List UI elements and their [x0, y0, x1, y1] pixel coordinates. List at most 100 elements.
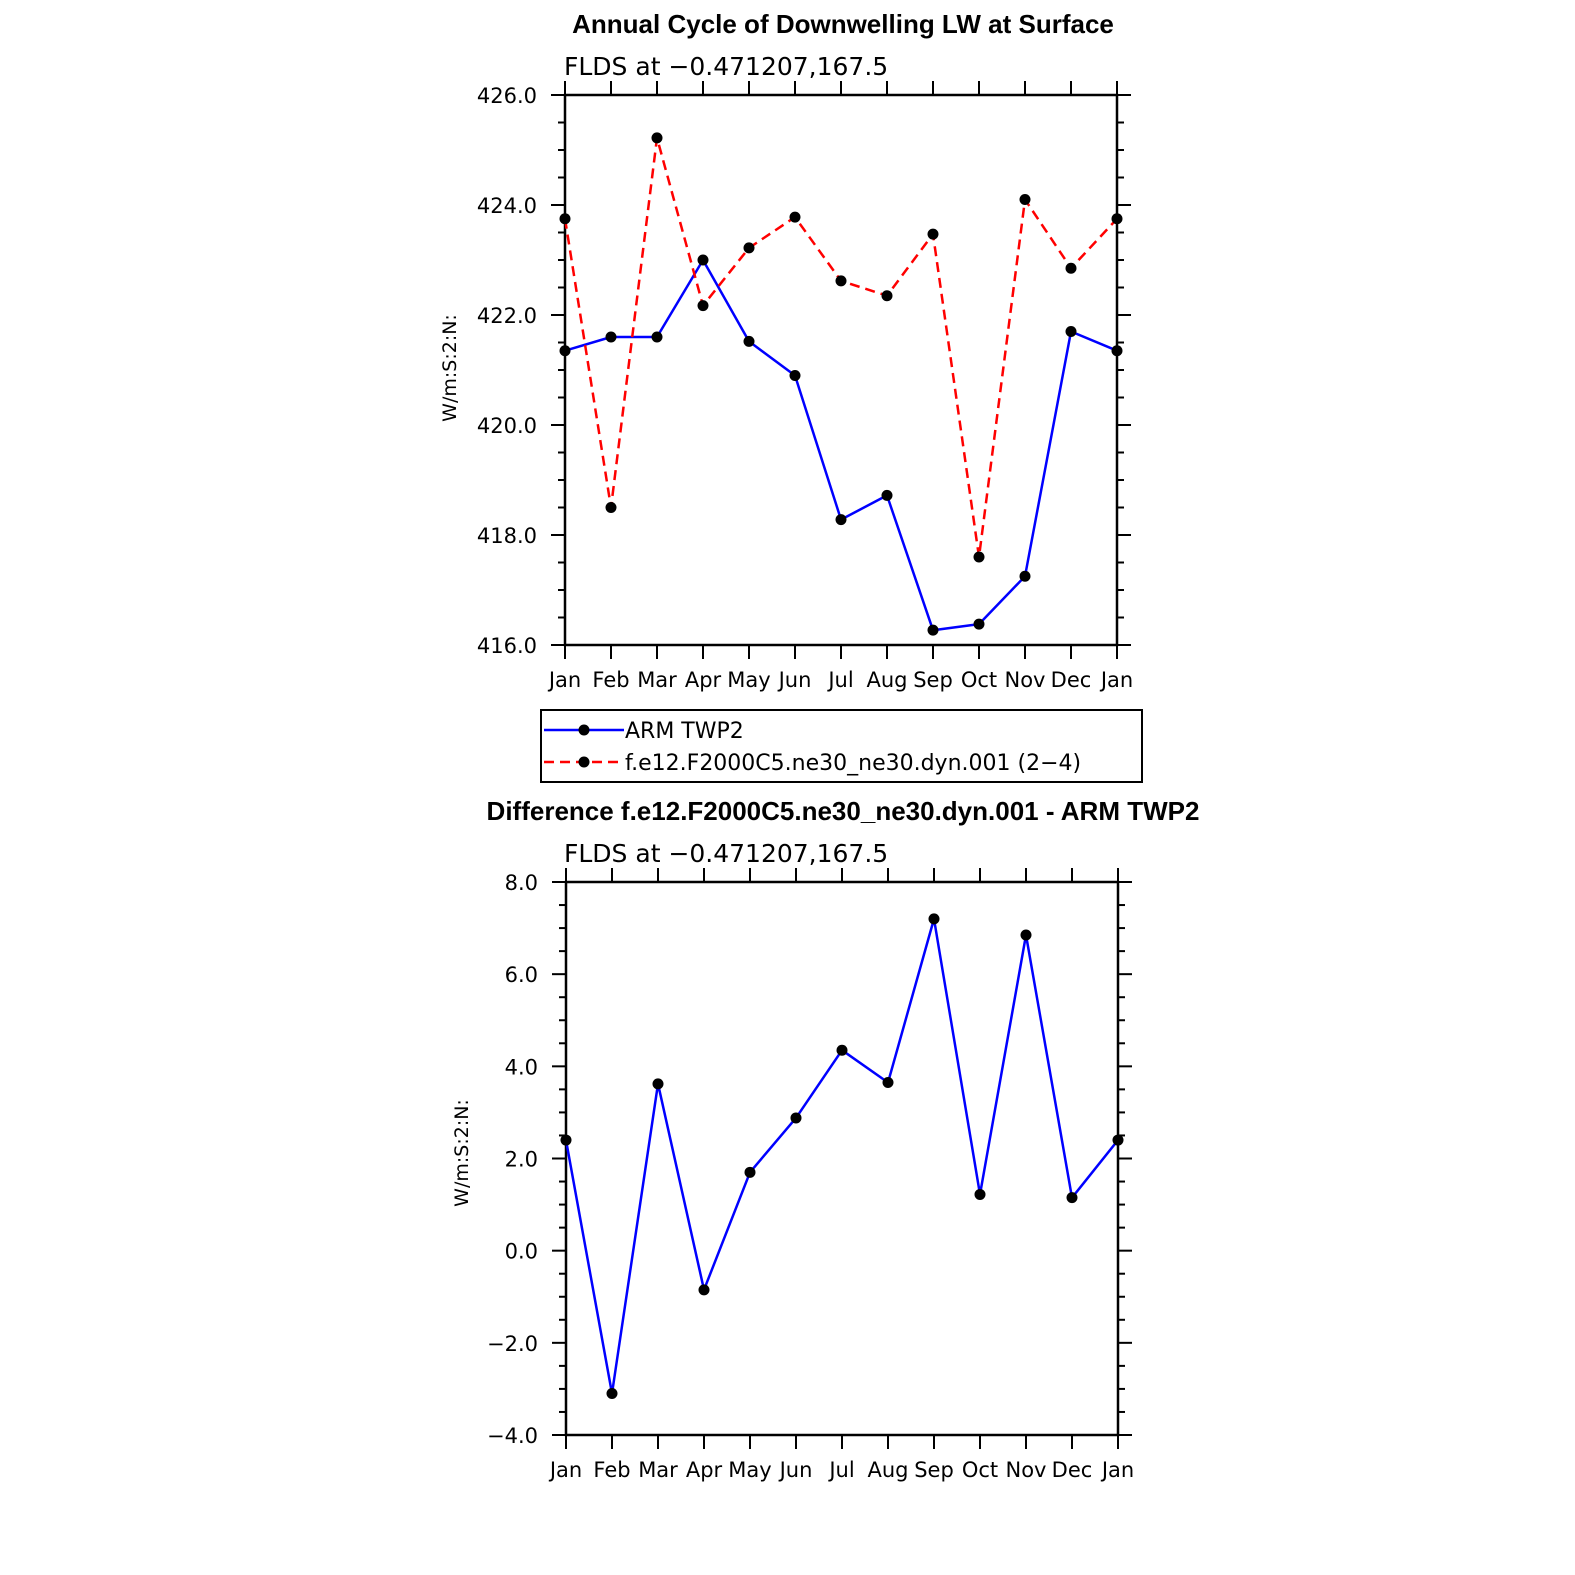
top-chart-series-0-point — [697, 254, 709, 266]
top-chart-xtick-label: Dec — [1051, 668, 1092, 692]
bottom-chart-ytick-label: −4.0 — [487, 1424, 538, 1448]
bottom-chart-ticks — [552, 868, 1132, 1449]
top-chart-series-0-point — [605, 331, 617, 343]
top-chart-series-0-point — [1111, 345, 1123, 357]
top-chart-ytick-label: 420.0 — [477, 414, 537, 438]
bottom-chart-series-0-point — [744, 1166, 756, 1178]
bottom-chart-series — [560, 913, 1124, 1400]
top-chart-series-line-1 — [563, 136, 1118, 559]
top-chart-xtick-label: Jan — [547, 668, 581, 692]
legend-marker-arm-twp2 — [578, 724, 590, 736]
top-chart-series-0-point — [1065, 326, 1077, 337]
legend-box — [540, 709, 1143, 783]
top-chart-ytick-label: 426.0 — [477, 84, 537, 108]
bottom-chart-plot-frame — [564, 880, 1120, 1437]
top-chart-ticks — [551, 81, 1131, 659]
top-chart-series-1-point — [651, 132, 663, 144]
top-chart-xtick-label: Nov — [1005, 668, 1046, 692]
legend-marker-model — [578, 756, 590, 768]
top-chart-series-1-point — [973, 551, 985, 563]
top-chart-subtitle: FLDS at −0.471207,167.5 — [564, 52, 888, 81]
top-chart-series-line-0 — [564, 258, 1118, 632]
top-chart-ytick-label: 418.0 — [477, 524, 537, 548]
bottom-chart-series-0-point — [560, 1134, 572, 1146]
top-chart-xtick-label: Jan — [1099, 668, 1133, 692]
bottom-chart-xtick-label: Feb — [593, 1458, 630, 1482]
bottom-chart-series-0-point — [928, 913, 940, 925]
bottom-chart-xtick-label: Nov — [1006, 1458, 1047, 1482]
top-chart-y-axis-label: W/m:S:2:N: — [439, 314, 461, 422]
top-chart-series-1-point — [881, 290, 893, 302]
top-chart-series-0-point — [973, 618, 985, 630]
bottom-chart-y-axis-label: W/m:S:2:N: — [451, 1099, 473, 1207]
top-chart-series-0-point — [1019, 570, 1031, 582]
bottom-chart-series-0-point — [1020, 929, 1032, 941]
top-chart-series-0-point — [651, 331, 663, 343]
top-chart-series-0-point — [927, 624, 939, 636]
top-chart-ytick-label: 422.0 — [477, 304, 537, 328]
bottom-chart-ytick-label: −2.0 — [487, 1332, 538, 1356]
top-chart-xtick-label: Jun — [777, 668, 812, 692]
bottom-chart-xtick-label: Mar — [638, 1458, 678, 1482]
top-chart-xtick-label: Jul — [826, 668, 853, 692]
bottom-chart-series-0-point — [790, 1112, 802, 1124]
top-chart-series-1-point — [743, 242, 755, 254]
bottom-chart-series-0-point — [698, 1284, 710, 1296]
bottom-chart-xtick-label: Sep — [914, 1458, 954, 1482]
bottom-chart-panel: Difference f.e12.F2000C5.ne30_ne30.dyn.0… — [451, 796, 1199, 1482]
bottom-chart-ytick-label: 6.0 — [505, 963, 538, 987]
top-chart-panel: Annual Cycle of Downwelling LW at Surfac… — [439, 9, 1143, 783]
top-chart-series-1-point — [559, 213, 571, 225]
bottom-chart-series-line-0 — [564, 917, 1119, 1395]
top-chart-series-1-point — [697, 300, 709, 312]
bottom-chart-xtick-label: Jul — [827, 1458, 854, 1482]
legend-label-arm-twp2: ARM TWP2 — [625, 719, 744, 744]
bottom-chart-series-0-point — [1066, 1192, 1078, 1204]
bottom-chart-x-tick-labels: Jan Feb Mar Apr May Jun Jul Aug Sep Oct Nov Dec Jan — [548, 1458, 1134, 1482]
top-chart-x-tick-labels: Jan Feb Mar Apr May Jun Jul Aug Sep Oct Nov Dec Jan — [547, 668, 1133, 692]
bottom-chart-xtick-label: Dec — [1052, 1458, 1093, 1482]
top-chart-xtick-label: Oct — [961, 668, 997, 692]
bottom-chart-series-0-point — [606, 1388, 618, 1400]
bottom-chart-ytick-label: 4.0 — [505, 1055, 538, 1079]
bottom-chart-xtick-label: Apr — [686, 1458, 723, 1482]
top-chart-series-0-point — [881, 489, 893, 501]
bottom-chart-xtick-label: Jun — [778, 1458, 813, 1482]
top-chart-series-1-point — [927, 228, 939, 240]
top-chart-series — [559, 132, 1123, 636]
top-chart-series-0-point — [743, 335, 755, 347]
bottom-chart-xtick-label: Aug — [867, 1458, 908, 1482]
bottom-chart-series-0-point — [836, 1044, 848, 1056]
bottom-chart-xtick-label: May — [728, 1458, 771, 1482]
top-chart-series-1-point — [1019, 194, 1031, 205]
top-chart-series-1-point — [605, 502, 617, 513]
top-chart-title: Annual Cycle of Downwelling LW at Surfac… — [572, 9, 1114, 39]
legend-label-model: f.e12.F2000C5.ne30_ne30.dyn.001 (2−4) — [625, 751, 1081, 776]
top-chart-xtick-label: Sep — [913, 668, 953, 692]
top-chart-legend: ARM TWP2 f.e12.F2000C5.ne30_ne30.dyn.001… — [540, 709, 1143, 783]
top-chart-series-0-point — [559, 345, 571, 357]
top-chart-plot-frame — [563, 93, 1119, 647]
top-chart-series-1-point — [789, 211, 801, 223]
bottom-chart-series-0-point — [1112, 1134, 1124, 1146]
top-chart-series-1-point — [1111, 213, 1123, 225]
bottom-chart-xtick-label: Jan — [1100, 1458, 1134, 1482]
bottom-chart-y-tick-labels: −4.0 −2.0 0.0 2.0 4.0 6.0 8.0 — [487, 871, 538, 1448]
top-chart-xtick-label: May — [727, 668, 770, 692]
top-chart-xtick-label: Apr — [685, 668, 722, 692]
bottom-chart-xtick-label: Jan — [548, 1458, 582, 1482]
top-chart-xtick-label: Aug — [866, 668, 907, 692]
top-chart-y-tick-labels: 416.0 418.0 420.0 422.0 424.0 426.0 — [477, 84, 537, 658]
bottom-chart-series-0-point — [882, 1076, 894, 1088]
bottom-chart-title: Difference f.e12.F2000C5.ne30_ne30.dyn.0… — [487, 796, 1200, 826]
bottom-chart-ytick-label: 2.0 — [505, 1148, 538, 1172]
top-chart-series-1-point — [835, 275, 847, 287]
bottom-chart-series-0-point — [974, 1188, 986, 1200]
top-chart-xtick-label: Mar — [637, 668, 677, 692]
bottom-chart-series-0-point — [652, 1078, 664, 1090]
top-chart-series-1-point — [1065, 262, 1077, 274]
bottom-chart-ytick-label: 0.0 — [505, 1240, 538, 1264]
top-chart-xtick-label: Feb — [592, 668, 629, 692]
bottom-chart-subtitle: FLDS at −0.471207,167.5 — [564, 839, 888, 868]
